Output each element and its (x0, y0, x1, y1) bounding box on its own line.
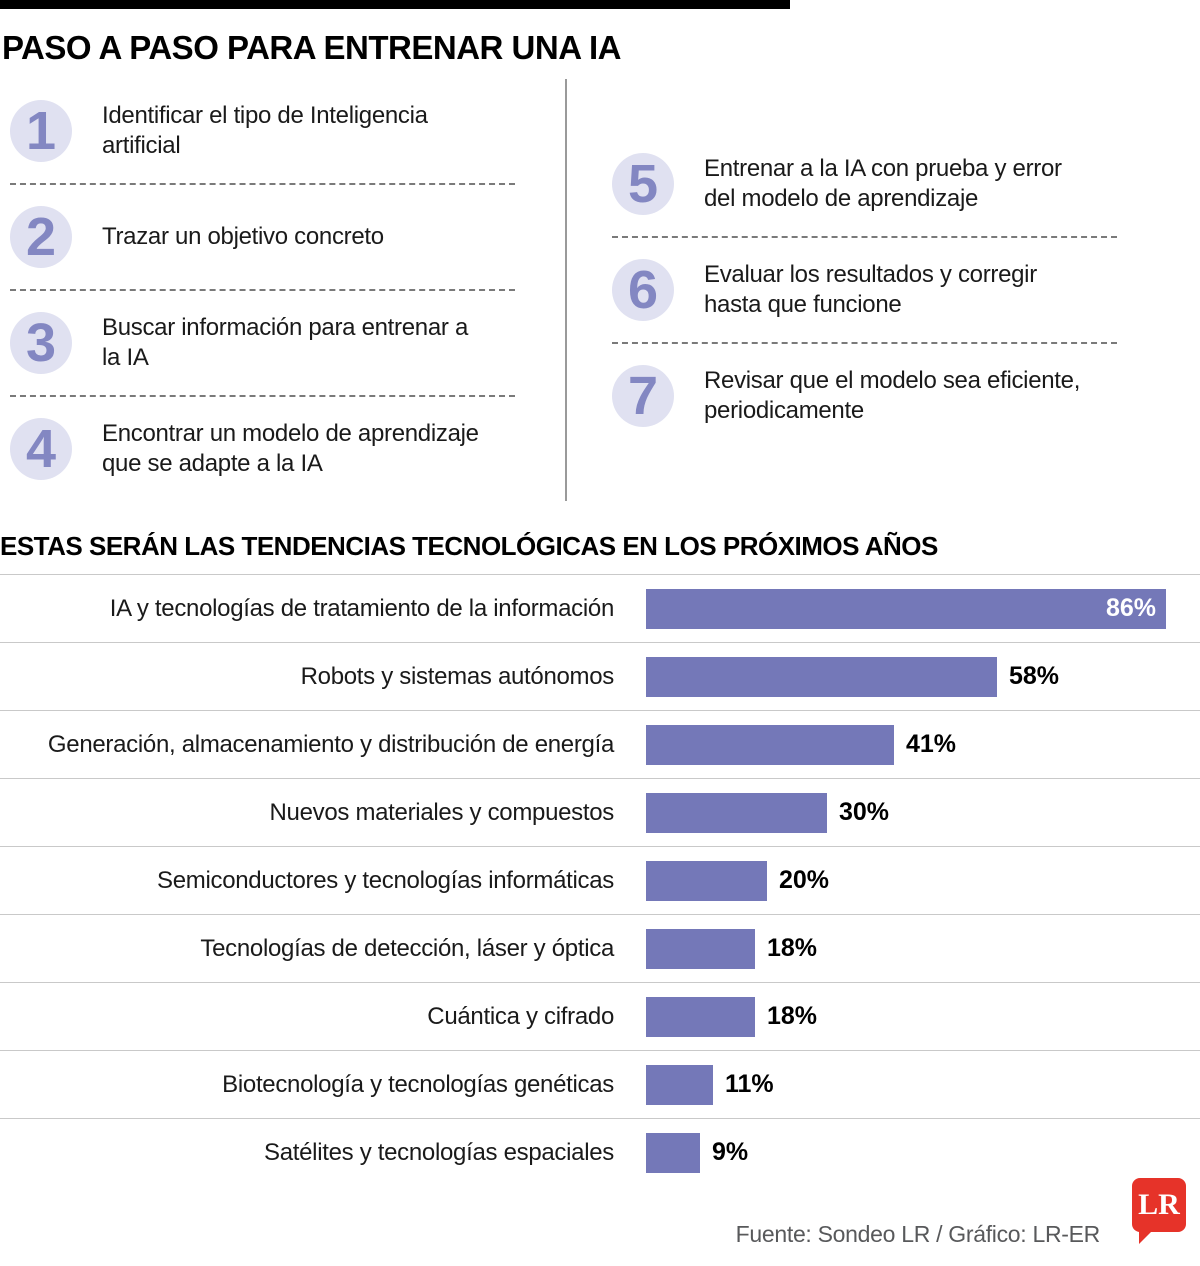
bar-value-label: 30% (839, 798, 890, 826)
bar-area: 11% (632, 1064, 1200, 1105)
bar: 86% (646, 588, 1166, 629)
footer: Fuente: Sondeo LR / Gráfico: LR-ER LR (0, 1178, 1200, 1256)
step-number: 4 (10, 418, 72, 480)
step-text: Evaluar los resultados y corregir hasta … (704, 261, 1037, 318)
chart-title: ESTAS SERÁN LAS TENDENCIAS TECNOLÓGICAS … (0, 531, 938, 561)
chart-row: Nuevos materiales y compuestos 30% (0, 778, 1200, 846)
steps-section: 1 Identificar el tipo de Inteligencia art… (0, 79, 1200, 501)
bar-area: 41% (632, 724, 1200, 765)
bar-value-label: 18% (767, 1002, 818, 1030)
bar-area: 30% (632, 792, 1200, 833)
bar (646, 860, 767, 901)
bar (646, 792, 827, 833)
bar-area: 9% (632, 1132, 1200, 1173)
bar-area: 18% (632, 928, 1200, 969)
bar (646, 996, 755, 1037)
top-black-bar (0, 0, 790, 9)
bar-value-label: 9% (712, 1138, 749, 1166)
step-number: 5 (612, 153, 674, 215)
bar-category-label: Robots y sistemas autónomos (300, 662, 615, 690)
lr-logo: LR (1132, 1178, 1186, 1244)
bar-category-label: Cuántica y cifrado (427, 1002, 614, 1030)
bar-value-label: 58% (1009, 662, 1060, 690)
bar (646, 1064, 713, 1105)
page-title: PASO A PASO PARA ENTRENAR UNA IA (2, 29, 621, 66)
step-number: 6 (612, 259, 674, 321)
bar-category-label: Satélites y tecnologías espaciales (263, 1138, 614, 1166)
step-text: Trazar un objetivo concreto (102, 223, 384, 250)
bar (646, 1132, 700, 1173)
step-text: Entrenar a la IA con prueba y error del … (704, 155, 1062, 212)
bar-area: 20% (632, 860, 1200, 901)
bar-value-label: 41% (906, 730, 957, 758)
step-item: 2 Trazar un objetivo concreto (10, 183, 515, 289)
chart-row: Biotecnología y tecnologías genéticas 11% (0, 1050, 1200, 1118)
bar-category-label: Nuevos materiales y compuestos (269, 798, 615, 826)
step-item: 3 Buscar información para entrenar a la I… (10, 289, 515, 395)
chart-row: Tecnologías de detección, láser y óptica… (0, 914, 1200, 982)
chart-row: Satélites y tecnologías espaciales 9% (0, 1118, 1200, 1186)
bar-area: 18% (632, 996, 1200, 1037)
step-text: Revisar que el modelo sea eficiente, per… (704, 367, 1081, 424)
chart-rows: IA y tecnologías de tratamiento de la in… (0, 574, 1200, 1186)
source-credit: Fuente: Sondeo LR / Gráfico: LR-ER (735, 1221, 1101, 1247)
steps-column-right: 5 Entrenar a la IA con prueba y error del… (565, 79, 1200, 501)
chart-row: IA y tecnologías de tratamiento de la in… (0, 574, 1200, 642)
step-item: 4 Encontrar un modelo de aprendizaje que … (10, 395, 515, 501)
bar-category-label: Tecnologías de detección, láser y óptica (200, 934, 614, 962)
steps-column-left: 1 Identificar el tipo de Inteligencia art… (0, 79, 565, 501)
step-item: 1 Identificar el tipo de Inteligencia art… (10, 79, 515, 183)
step-text: Buscar información para entrenar a la IA (102, 314, 468, 371)
step-item: 6 Evaluar los resultados y corregir hasta… (612, 236, 1117, 342)
bar (646, 928, 755, 969)
bar-value-label: 11% (725, 1070, 774, 1098)
step-number: 7 (612, 365, 674, 427)
bar-category-label: IA y tecnologías de tratamiento de la in… (109, 594, 615, 622)
chart-row: Cuántica y cifrado 18% (0, 982, 1200, 1050)
bar (646, 724, 894, 765)
bar-value-label: 18% (767, 934, 818, 962)
bar-value-label: 20% (779, 866, 830, 894)
bar (646, 656, 997, 697)
bar-area: 58% (632, 656, 1200, 697)
step-item: 7 Revisar que el modelo sea eficiente, pe… (612, 342, 1117, 448)
bar-category-label: Semiconductores y tecnologías informátic… (157, 866, 614, 894)
bar-category-label: Generación, almacenamiento y distribució… (47, 730, 614, 758)
bar-area: 86% (632, 588, 1200, 629)
chart-row: Robots y sistemas autónomos 58% (0, 642, 1200, 710)
step-number: 2 (10, 206, 72, 268)
step-item: 5 Entrenar a la IA con prueba y error del… (612, 132, 1117, 236)
chart-row: Generación, almacenamiento y distribució… (0, 710, 1200, 778)
step-number: 3 (10, 312, 72, 374)
step-text: Encontrar un modelo de aprendizaje que s… (102, 420, 479, 477)
bar-category-label: Biotecnología y tecnologías genéticas (222, 1070, 614, 1098)
step-number: 1 (10, 100, 72, 162)
chart-row: Semiconductores y tecnologías informátic… (0, 846, 1200, 914)
step-text: Identificar el tipo de Inteligencia arti… (102, 102, 428, 159)
bar-value-label: 86% (1105, 594, 1156, 622)
